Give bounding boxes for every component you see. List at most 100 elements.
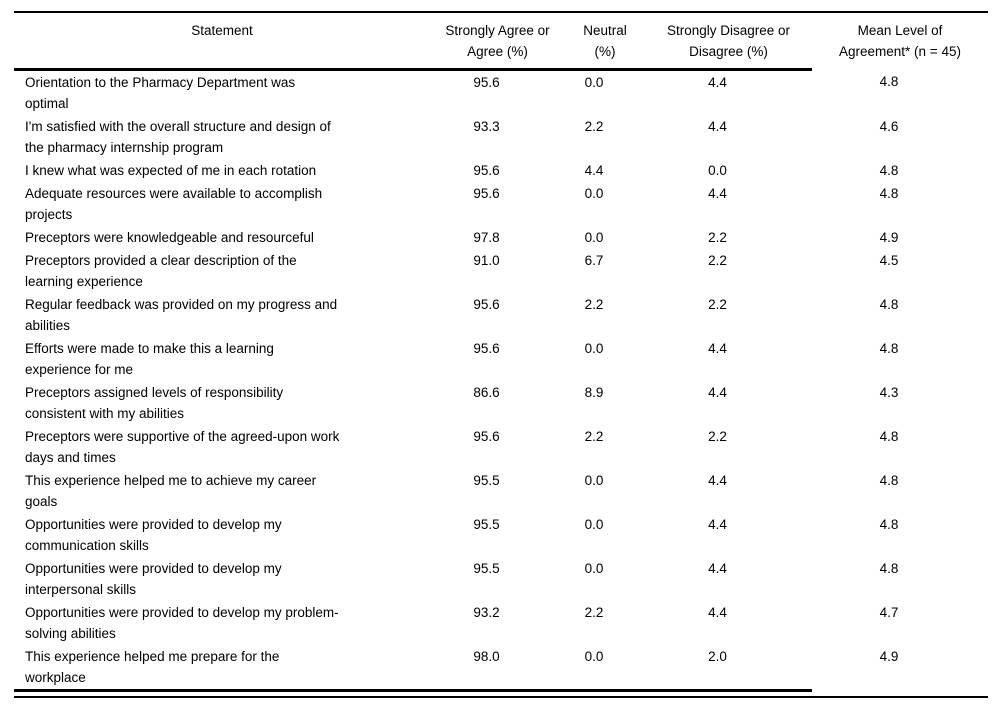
mean-agreement-cell: 4.9 [879, 649, 899, 664]
mean-agreement-cell: 4.8 [879, 429, 899, 444]
agree-percent-cell: 95.5 [473, 517, 500, 532]
neutral-percent-cell: 8.9 [584, 385, 604, 400]
neutral-percent-cell: 0.0 [584, 561, 604, 576]
agree-percent-cell: 98.0 [430, 645, 565, 692]
statement-cell: I knew what was expected of me in each r… [25, 163, 317, 178]
mean-agreement-cell: 4.8 [879, 163, 899, 178]
table-row: Opportunities were provided to develop m… [14, 601, 988, 645]
disagree-percent-cell: 2.2 [708, 297, 727, 312]
mean-agreement-cell: 4.9 [879, 230, 899, 245]
mean-agreement-cell: 4.5 [879, 253, 899, 268]
neutral-percent-cell: 4.4 [584, 163, 604, 178]
disagree-percent-cell: 0.0 [708, 163, 727, 178]
neutral-percent-cell: 2.2 [584, 429, 604, 444]
statement-cell: Adequate resources were available to acc… [25, 186, 323, 222]
agree-percent-cell: 95.5 [473, 561, 500, 576]
statement-cell: Preceptors assigned levels of responsibi… [25, 385, 284, 421]
neutral-percent-cell: 2.2 [584, 119, 604, 134]
disagree-percent-cell: 4.4 [708, 605, 727, 620]
neutral-percent-cell: 2.2 [584, 605, 604, 620]
neutral-percent-cell: 0.0 [584, 230, 604, 245]
table-row: Opportunities were provided to develop m… [14, 513, 988, 557]
disagree-percent-cell: 4.4 [708, 561, 727, 576]
survey-results-table: Statement Strongly Agree or Agree (%) Ne… [14, 11, 988, 692]
agree-percent-cell: 95.6 [473, 429, 500, 444]
statement-cell: This experience helped me prepare for th… [14, 645, 430, 692]
table-row: Preceptors were supportive of the agreed… [14, 425, 988, 469]
neutral-percent-cell: 2.2 [584, 297, 604, 312]
agree-percent-cell: 95.5 [473, 473, 500, 488]
disagree-percent-cell: 4.4 [708, 473, 727, 488]
disagree-percent-cell: 4.4 [708, 385, 727, 400]
agree-percent-cell: 93.3 [473, 119, 500, 134]
mean-agreement-cell: 4.7 [879, 605, 899, 620]
mean-agreement-cell: 4.8 [879, 517, 899, 532]
mean-agreement-cell: 4.3 [879, 385, 899, 400]
table-row: I knew what was expected of me in each r… [14, 159, 988, 182]
column-header-strongly-disagree: Strongly Disagree or Disagree (%) [645, 12, 812, 71]
table-row: Adequate resources were available to acc… [14, 182, 988, 226]
disagree-percent-cell: 4.4 [708, 119, 727, 134]
disagree-percent-cell: 2.2 [708, 429, 727, 444]
disagree-percent-cell: 2.2 [708, 253, 727, 268]
disagree-percent-cell: 2.0 [645, 645, 812, 692]
column-header-mean-agreement: Mean Level of Agreement* (n = 45) [839, 23, 961, 59]
neutral-percent-cell: 6.7 [584, 253, 604, 268]
disagree-percent-cell: 2.2 [708, 230, 727, 245]
disagree-percent-cell: 4.4 [708, 341, 727, 356]
agree-percent-cell: 93.2 [473, 605, 500, 620]
table-row: I'm satisfied with the overall structure… [14, 115, 988, 159]
table-row: Preceptors were knowledgeable and resour… [14, 226, 988, 249]
mean-agreement-cell: 4.6 [879, 119, 899, 134]
neutral-percent-cell: 0.0 [584, 517, 604, 532]
statement-cell: Opportunities were provided to develop m… [25, 561, 282, 597]
disagree-percent-cell: 4.4 [708, 186, 727, 201]
table-row: Orientation to the Pharmacy Department w… [14, 70, 988, 116]
statement-cell: Opportunities were provided to develop m… [25, 517, 282, 553]
survey-table-container: Statement Strongly Agree or Agree (%) Ne… [14, 11, 988, 698]
table-row: Regular feedback was provided on my prog… [14, 293, 988, 337]
mean-agreement-cell: 4.8 [879, 473, 899, 488]
table-row: This experience helped me to achieve my … [14, 469, 988, 513]
mean-agreement-cell: 4.8 [879, 561, 899, 576]
table-body: Orientation to the Pharmacy Department w… [14, 70, 988, 692]
neutral-percent-cell: 0.0 [584, 75, 604, 90]
statement-cell: Preceptors were knowledgeable and resour… [25, 230, 314, 245]
mean-agreement-cell: 4.8 [879, 341, 899, 356]
agree-percent-cell: 95.6 [473, 75, 500, 90]
column-header-strongly-agree: Strongly Agree or Agree (%) [430, 12, 565, 71]
statement-cell: Efforts were made to make this a learnin… [25, 341, 274, 377]
statement-cell: Regular feedback was provided on my prog… [25, 297, 338, 333]
table-bottom-rule [14, 696, 988, 698]
table-row: Preceptors provided a clear description … [14, 249, 988, 293]
table-row: Opportunities were provided to develop m… [14, 557, 988, 601]
statement-cell: This experience helped me to achieve my … [25, 473, 317, 509]
disagree-percent-cell: 4.4 [708, 517, 727, 532]
agree-percent-cell: 95.6 [473, 297, 500, 312]
neutral-percent-cell: 0.0 [584, 186, 604, 201]
statement-cell: Preceptors were supportive of the agreed… [25, 429, 340, 465]
neutral-percent-cell: 0.0 [584, 341, 604, 356]
statement-cell: I'm satisfied with the overall structure… [25, 119, 331, 155]
table-row: This experience helped me prepare for th… [14, 645, 988, 692]
disagree-percent-cell: 4.4 [708, 75, 727, 90]
statement-cell: Orientation to the Pharmacy Department w… [25, 75, 296, 111]
column-header-statement: Statement [14, 12, 430, 71]
neutral-percent-cell: 0.0 [565, 645, 645, 692]
agree-percent-cell: 86.6 [473, 385, 500, 400]
column-header-neutral: Neutral (%) [565, 12, 645, 71]
agree-percent-cell: 91.0 [473, 253, 500, 268]
agree-percent-cell: 95.6 [473, 186, 500, 201]
table-row: Preceptors assigned levels of responsibi… [14, 381, 988, 425]
mean-agreement-cell: 4.8 [879, 297, 899, 312]
mean-agreement-cell: 4.8 [879, 73, 899, 89]
table-row: Efforts were made to make this a learnin… [14, 337, 988, 381]
statement-cell: Opportunities were provided to develop m… [25, 605, 339, 641]
agree-percent-cell: 97.8 [473, 230, 500, 245]
statement-cell: Preceptors provided a clear description … [25, 253, 297, 289]
agree-percent-cell: 95.6 [473, 341, 500, 356]
mean-agreement-cell: 4.8 [879, 186, 899, 201]
neutral-percent-cell: 0.0 [584, 473, 604, 488]
header-row: Statement Strongly Agree or Agree (%) Ne… [14, 12, 988, 71]
agree-percent-cell: 95.6 [473, 163, 500, 178]
